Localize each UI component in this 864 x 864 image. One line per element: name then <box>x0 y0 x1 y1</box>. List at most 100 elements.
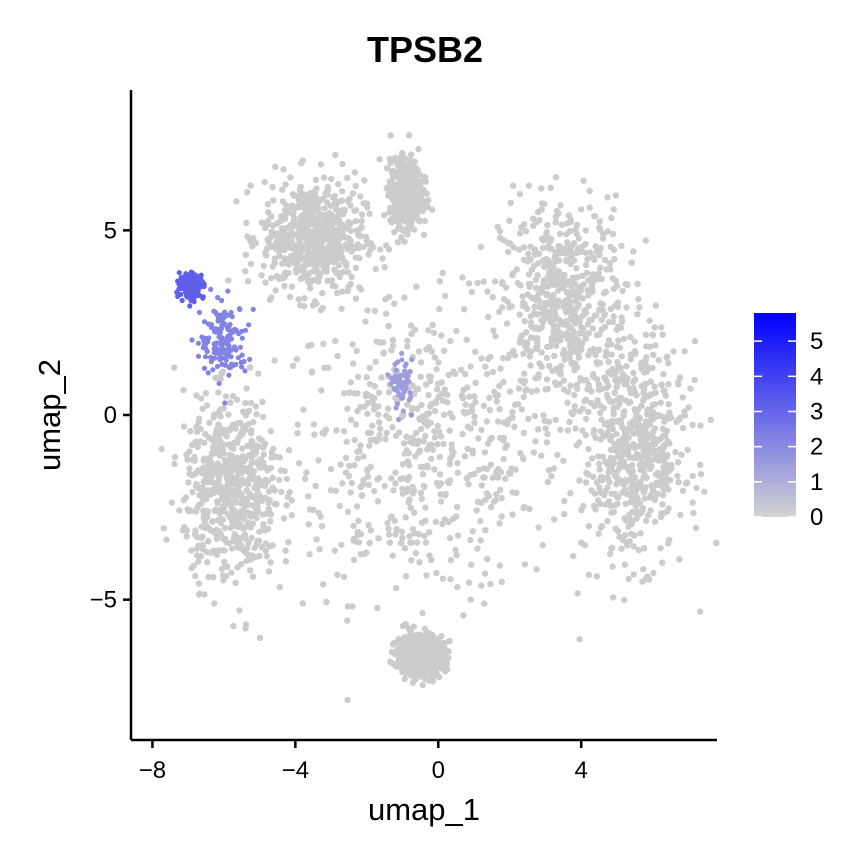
data-point <box>553 207 561 215</box>
data-point <box>646 317 653 324</box>
data-point <box>327 216 334 223</box>
data-point <box>416 559 423 566</box>
data-point <box>405 473 413 481</box>
data-point <box>630 473 637 480</box>
data-point <box>408 151 415 158</box>
data-point <box>630 543 638 550</box>
data-point <box>586 187 593 195</box>
data-point <box>672 448 679 456</box>
data-point <box>277 230 285 237</box>
data-point <box>203 346 209 352</box>
data-point <box>608 214 615 222</box>
data-point <box>260 444 267 451</box>
data-point <box>265 238 272 246</box>
data-point <box>428 441 435 448</box>
data-point <box>421 217 429 225</box>
data-point <box>500 419 508 426</box>
data-point <box>193 392 200 399</box>
data-point <box>301 191 308 198</box>
data-point <box>353 503 361 510</box>
data-point <box>412 550 420 557</box>
data-point <box>494 474 502 481</box>
data-point <box>281 467 288 475</box>
data-point <box>391 300 398 307</box>
data-point <box>217 530 224 538</box>
data-point <box>585 461 592 468</box>
data-point <box>587 347 594 355</box>
data-point <box>359 492 366 499</box>
data-point <box>354 455 361 462</box>
data-point <box>199 405 206 412</box>
data-point <box>518 332 526 339</box>
data-point <box>412 429 420 437</box>
data-point <box>405 132 413 139</box>
data-point <box>595 460 603 467</box>
data-point <box>249 573 257 580</box>
data-point <box>171 364 178 371</box>
data-point <box>190 279 196 285</box>
data-point <box>581 331 588 338</box>
data-point <box>392 531 399 538</box>
data-point <box>572 425 579 432</box>
data-point <box>321 364 328 372</box>
data-point <box>289 223 296 230</box>
data-point <box>413 539 421 546</box>
data-point <box>334 247 341 255</box>
data-point <box>279 198 287 205</box>
data-point <box>591 427 598 434</box>
data-point <box>486 394 493 401</box>
data-point <box>301 270 308 278</box>
data-point <box>212 355 218 361</box>
data-point <box>299 265 306 272</box>
data-point <box>433 569 440 577</box>
data-point <box>550 308 557 315</box>
data-point <box>516 339 523 346</box>
data-point <box>195 580 203 587</box>
data-point <box>350 556 358 564</box>
data-point <box>418 519 426 526</box>
data-point <box>661 414 668 421</box>
data-point <box>290 255 297 262</box>
data-point <box>387 204 394 211</box>
data-point <box>397 377 403 383</box>
data-point <box>467 536 474 544</box>
data-point <box>546 362 553 370</box>
data-point <box>217 340 223 346</box>
data-point <box>627 333 634 341</box>
data-point <box>552 416 559 424</box>
data-point <box>439 397 447 404</box>
data-point <box>489 368 497 376</box>
data-point <box>339 268 347 276</box>
data-point <box>183 533 190 540</box>
data-point <box>458 366 465 374</box>
data-point <box>516 246 523 253</box>
data-point <box>652 342 659 349</box>
data-point <box>582 431 589 439</box>
data-point <box>651 324 658 331</box>
data-point <box>618 395 625 402</box>
data-point <box>314 224 322 231</box>
data-point <box>302 475 309 482</box>
data-point <box>522 387 529 394</box>
data-point <box>556 230 564 237</box>
data-point <box>339 480 346 487</box>
data-point <box>195 353 202 359</box>
data-point <box>366 364 373 372</box>
colorbar-gradient <box>754 313 796 517</box>
data-point <box>367 527 374 534</box>
data-point <box>239 468 246 476</box>
data-point <box>435 648 442 655</box>
data-point <box>238 491 245 498</box>
data-point <box>648 463 655 470</box>
x-tick-label: 0 <box>432 757 445 784</box>
data-point <box>378 374 385 381</box>
data-point <box>225 493 232 500</box>
data-point <box>678 451 685 458</box>
data-point <box>388 513 395 520</box>
data-point <box>608 351 615 358</box>
data-point <box>242 426 249 434</box>
data-point <box>401 675 408 683</box>
data-point <box>528 388 535 395</box>
data-point <box>256 435 263 442</box>
